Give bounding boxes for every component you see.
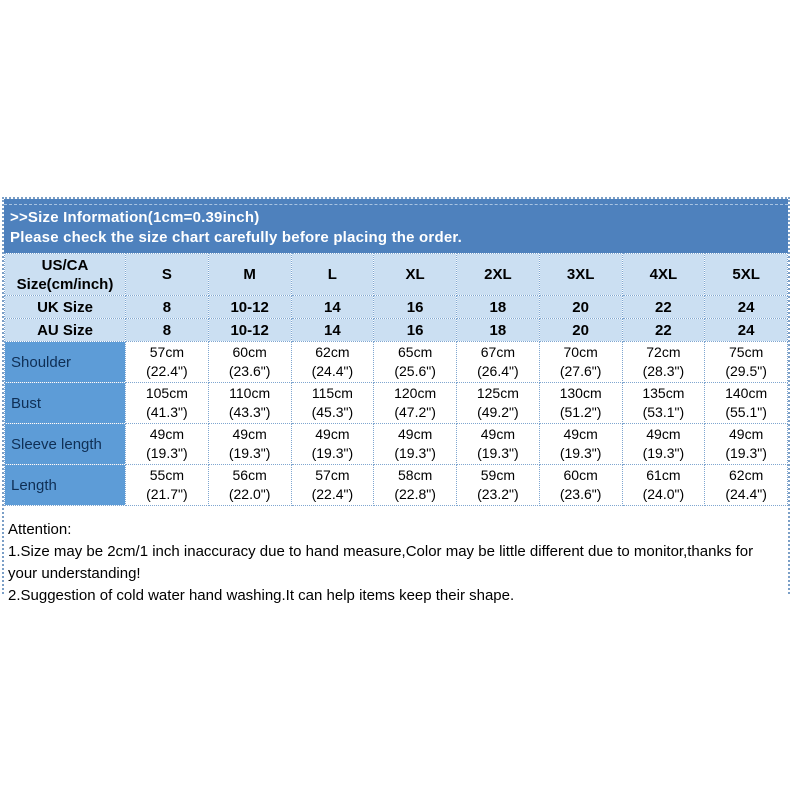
col-header-5xl: 5XL bbox=[704, 253, 788, 296]
length-row: Length 55cm (21.7") 56cm (22.0") 57cm (22.4… bbox=[4, 464, 788, 506]
au-size-label: AU Size bbox=[4, 318, 126, 342]
size-chart-table: US/CA Size(cm/inch) S M L XL 2XL 3XL 4XL… bbox=[4, 253, 788, 506]
shoulder-value: 67cm (26.4") bbox=[456, 341, 540, 383]
length-value: 61cm (24.0") bbox=[621, 464, 706, 506]
sleeve-value: 49cm (19.3") bbox=[538, 423, 623, 465]
length-value: 59cm (23.2") bbox=[456, 464, 540, 506]
uk-size-value: 8 bbox=[125, 295, 209, 319]
au-size-value: 14 bbox=[290, 318, 375, 342]
uk-size-value: 22 bbox=[621, 295, 706, 319]
length-value: 55cm (21.7") bbox=[125, 464, 209, 506]
shoulder-row: Shoulder 57cm (22.4") 60cm (23.6") 62cm (24… bbox=[4, 341, 788, 383]
au-size-value: 22 bbox=[621, 318, 706, 342]
sleeve-length-label: Sleeve length bbox=[4, 423, 126, 465]
uk-size-value: 14 bbox=[290, 295, 375, 319]
sleeve-value: 49cm (19.3") bbox=[290, 423, 375, 465]
col-header-m: M bbox=[207, 253, 292, 296]
uk-size-value: 24 bbox=[704, 295, 788, 319]
shoulder-value: 60cm (23.6") bbox=[207, 341, 292, 383]
col-header-2xl: 2XL bbox=[456, 253, 540, 296]
length-value: 62cm (24.4") bbox=[704, 464, 788, 506]
length-value: 60cm (23.6") bbox=[538, 464, 623, 506]
col-header-xl: XL bbox=[373, 253, 457, 296]
bust-value: 140cm (55.1") bbox=[704, 382, 788, 424]
au-size-value: 16 bbox=[373, 318, 457, 342]
bust-value: 105cm (41.3") bbox=[125, 382, 209, 424]
col-header-s: S bbox=[125, 253, 209, 296]
corner-line2: Size(cm/inch) bbox=[16, 275, 114, 293]
shoulder-value: 65cm (25.6") bbox=[373, 341, 457, 383]
header-top-strip bbox=[4, 199, 788, 205]
bust-value: 130cm (51.2") bbox=[538, 382, 623, 424]
attention-section: Attention: 1.Size may be 2cm/1 inch inac… bbox=[4, 506, 788, 606]
col-header-4xl: 4XL bbox=[621, 253, 706, 296]
bust-value: 110cm (43.3") bbox=[207, 382, 292, 424]
col-header-3xl: 3XL bbox=[538, 253, 623, 296]
sleeve-value: 49cm (19.3") bbox=[373, 423, 457, 465]
size-info-panel: >>Size Information(1cm=0.39inch) Please … bbox=[2, 197, 790, 606]
size-check-note: Please check the size chart carefully be… bbox=[10, 229, 462, 246]
attention-line-1: 1.Size may be 2cm/1 inch inaccuracy due … bbox=[8, 543, 754, 582]
uk-size-label: UK Size bbox=[4, 295, 126, 319]
bust-value: 115cm (45.3") bbox=[290, 382, 375, 424]
uk-size-value: 20 bbox=[538, 295, 623, 319]
length-value: 58cm (22.8") bbox=[373, 464, 457, 506]
size-info-title: >>Size Information(1cm=0.39inch) bbox=[10, 209, 260, 226]
size-header-row: US/CA Size(cm/inch) S M L XL 2XL 3XL 4XL… bbox=[4, 253, 788, 296]
bust-label: Bust bbox=[4, 382, 126, 424]
length-value: 57cm (22.4") bbox=[290, 464, 375, 506]
uk-size-value: 10-12 bbox=[207, 295, 292, 319]
shoulder-value: 62cm (24.4") bbox=[290, 341, 375, 383]
attention-line-2: 2.Suggestion of cold water hand washing.… bbox=[8, 587, 515, 604]
sleeve-value: 49cm (19.3") bbox=[207, 423, 292, 465]
corner-header-cell: US/CA Size(cm/inch) bbox=[4, 253, 126, 296]
shoulder-label: Shoulder bbox=[4, 341, 126, 383]
bust-value: 135cm (53.1") bbox=[621, 382, 706, 424]
length-value: 56cm (22.0") bbox=[207, 464, 292, 506]
sleeve-length-row: Sleeve length 49cm (19.3") 49cm (19.3") 49… bbox=[4, 423, 788, 465]
shoulder-value: 70cm (27.6") bbox=[538, 341, 623, 383]
corner-line1: US/CA bbox=[41, 256, 89, 274]
shoulder-value: 72cm (28.3") bbox=[621, 341, 706, 383]
bust-row: Bust 105cm (41.3") 110cm (43.3") 115cm (45.… bbox=[4, 382, 788, 424]
shoulder-value: 75cm (29.5") bbox=[704, 341, 788, 383]
au-size-value: 8 bbox=[125, 318, 209, 342]
au-size-row: AU Size 8 10-12 14 16 18 20 22 24 bbox=[4, 318, 788, 342]
uk-size-row: UK Size 8 10-12 14 16 18 20 22 24 bbox=[4, 295, 788, 319]
sleeve-value: 49cm (19.3") bbox=[125, 423, 209, 465]
bust-value: 120cm (47.2") bbox=[373, 382, 457, 424]
au-size-value: 18 bbox=[456, 318, 540, 342]
attention-heading: Attention: bbox=[8, 521, 72, 538]
length-label: Length bbox=[4, 464, 126, 506]
sleeve-value: 49cm (19.3") bbox=[704, 423, 788, 465]
au-size-value: 10-12 bbox=[207, 318, 292, 342]
sleeve-value: 49cm (19.3") bbox=[456, 423, 540, 465]
sleeve-value: 49cm (19.3") bbox=[621, 423, 706, 465]
au-size-value: 24 bbox=[704, 318, 788, 342]
uk-size-value: 16 bbox=[373, 295, 457, 319]
size-info-header: >>Size Information(1cm=0.39inch) Please … bbox=[4, 199, 788, 253]
bust-value: 125cm (49.2") bbox=[456, 382, 540, 424]
shoulder-value: 57cm (22.4") bbox=[125, 341, 209, 383]
col-header-l: L bbox=[290, 253, 375, 296]
au-size-value: 20 bbox=[538, 318, 623, 342]
uk-size-value: 18 bbox=[456, 295, 540, 319]
